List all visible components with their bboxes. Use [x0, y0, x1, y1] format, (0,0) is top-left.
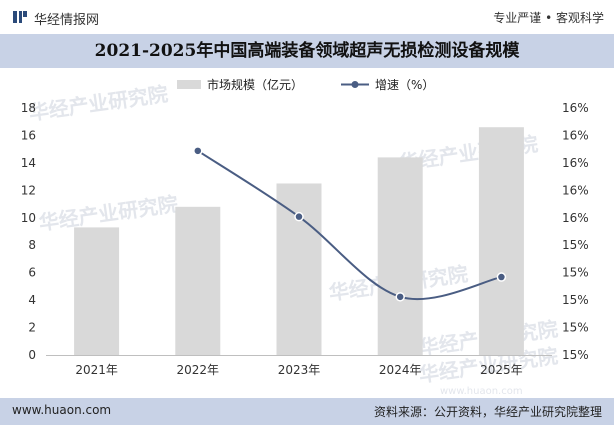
x-tick-label: 2021年 [75, 363, 118, 377]
y-right-tick-label: 16% [562, 211, 589, 225]
bar [276, 183, 322, 355]
y-right-tick-label: 15% [562, 238, 589, 252]
y-left-tick-label: 14 [21, 156, 36, 170]
watermark-text: 华经产业研究院 [27, 82, 169, 125]
y-right-tick-label: 16% [562, 156, 589, 170]
y-left-tick-label: 2 [28, 321, 36, 335]
y-right-tick-label: 15% [562, 293, 589, 307]
bar [478, 127, 524, 355]
growth-point [193, 146, 203, 156]
brand-name: 华经情报网 [34, 13, 100, 28]
x-tick-label: 2022年 [177, 363, 220, 377]
legend-marker-line [351, 81, 359, 88]
slogan: 专业严谨 • 客观科学 [493, 11, 604, 25]
bar [377, 157, 423, 355]
chart-title: 2021-2025年中国高端装备领域超声无损检测设备规模 [94, 41, 520, 61]
legend-label-line: 增速（%） [375, 78, 434, 92]
website-url: www.huaon.com [12, 403, 112, 417]
y-left-tick-label: 4 [28, 293, 36, 307]
y-left-tick-label: 0 [28, 348, 36, 362]
top-bar: 华经情报网 专业严谨 • 客观科学 [0, 0, 614, 34]
y-left-tick-label: 6 [28, 266, 36, 280]
bar [74, 227, 120, 355]
growth-point [496, 272, 507, 282]
y-right-tick-label: 16% [562, 101, 589, 115]
growth-line [197, 149, 502, 301]
chart: 华经产业研究院华经产业研究院华经产业研究院华经产业研究院华经产业研究院华经产业研… [21, 77, 589, 397]
legend-swatch-bar [177, 80, 201, 89]
y-right-tick-label: 16% [562, 183, 589, 197]
x-tick-label: 2023年 [278, 363, 321, 377]
y-left-tick-label: 16 [21, 128, 36, 142]
y-right-tick-label: 16% [562, 128, 589, 142]
footer-bar: www.huaon.com 资料来源：公开资料，华经产业研究院整理 [0, 398, 614, 425]
y-left-tick-label: 12 [21, 183, 36, 197]
y-right-tick-label: 15% [562, 321, 589, 335]
growth-point [395, 292, 405, 302]
x-tick-label: 2025年 [480, 363, 523, 377]
y-right-tick-label: 15% [562, 348, 589, 362]
bar [175, 206, 221, 355]
watermark-url: www.huaon.com [440, 386, 523, 397]
y-right-tick-label: 15% [562, 266, 589, 280]
y-left-tick-label: 8 [28, 238, 36, 252]
x-tick-label: 2024年 [379, 363, 422, 377]
y-left-tick-label: 10 [21, 211, 36, 225]
legend-label-bar: 市场规模（亿元） [207, 77, 303, 92]
title-bar: 2021-2025年中国高端装备领域超声无损检测设备规模 [0, 34, 614, 68]
logo-icon [13, 11, 27, 23]
y-left-tick-label: 18 [21, 101, 36, 115]
source-note: 资料来源：公开资料，华经产业研究院整理 [373, 405, 602, 419]
growth-point [294, 211, 304, 222]
